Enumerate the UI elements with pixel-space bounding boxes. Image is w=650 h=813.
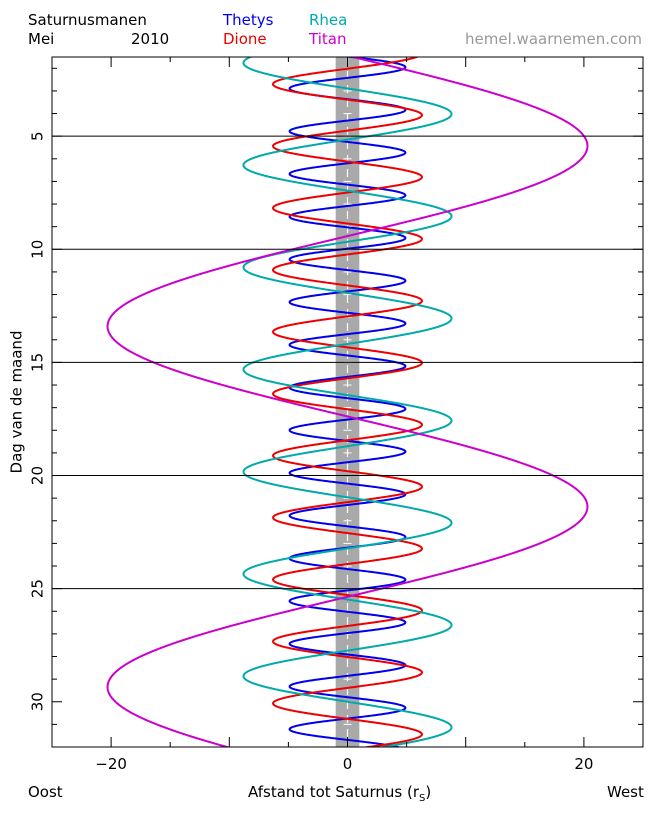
- series-line-thetys: [288, 57, 407, 747]
- y-tick-label: 20: [29, 466, 47, 485]
- legend-thetys: Thetys: [223, 11, 274, 29]
- y-tick-label: 10: [29, 240, 47, 259]
- x-axis-label-close: ): [425, 783, 432, 801]
- x-tick-label: 20: [574, 755, 593, 773]
- y-tick-label: 30: [29, 692, 47, 711]
- x-axis-label-subscript: S: [419, 793, 426, 804]
- y-axis-label: Dag van de maand: [8, 331, 26, 474]
- x-axis-label-main: Afstand tot Saturnus (r: [248, 783, 420, 801]
- east-label: Oost: [28, 783, 63, 801]
- series-line-dione: [272, 57, 423, 747]
- x-tick-label: 0: [343, 755, 353, 773]
- x-tick-label: −20: [95, 755, 127, 773]
- legend-dione: Dione: [223, 30, 267, 48]
- y-tick-label: 15: [29, 353, 47, 372]
- year-label: 2010: [131, 30, 170, 48]
- saturn-band: [335, 57, 360, 747]
- series-line-titan: [106, 57, 589, 747]
- legend-titan: Titan: [309, 30, 347, 48]
- west-label: West: [607, 783, 644, 801]
- x-axis-label: Afstand tot Saturnus (rS): [248, 784, 431, 807]
- legend-rhea: Rhea: [309, 11, 348, 29]
- y-tick-label: 25: [29, 579, 47, 598]
- website-label: hemel.waarnemen.com: [465, 30, 642, 48]
- month-label: Mei: [28, 30, 55, 48]
- chart-title: Saturnusmanen: [28, 11, 147, 29]
- y-tick-label: 5: [29, 131, 47, 141]
- series-line-rhea: [242, 57, 453, 747]
